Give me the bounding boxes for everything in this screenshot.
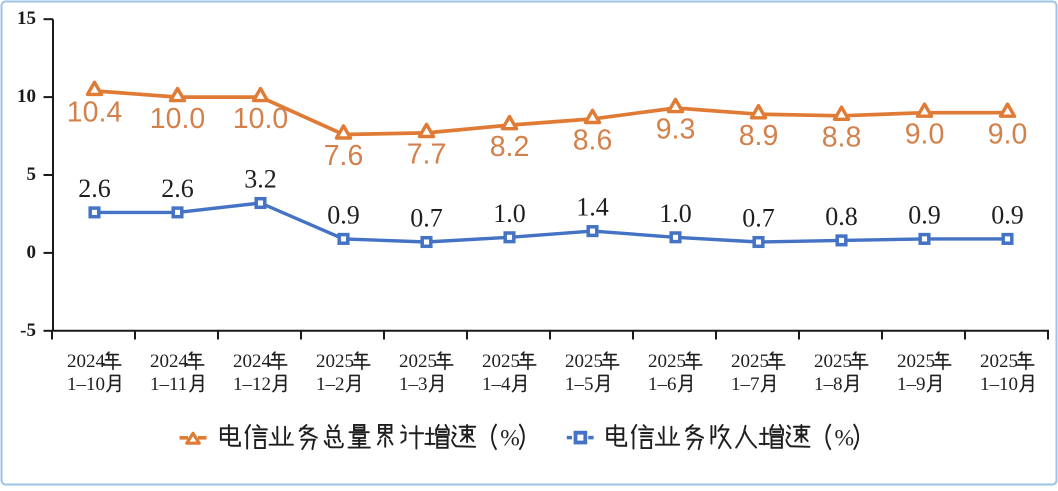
svg-text:2024: 2024 xyxy=(233,351,272,372)
svg-text:2025: 2025 xyxy=(482,351,520,372)
svg-text:1.0: 1.0 xyxy=(493,199,526,228)
svg-text:10: 10 xyxy=(17,86,36,107)
svg-text:1–3: 1–3 xyxy=(399,374,428,395)
svg-text:1–7: 1–7 xyxy=(731,374,760,395)
svg-text:7.6: 7.6 xyxy=(324,140,364,172)
svg-text:1–5: 1–5 xyxy=(565,374,594,395)
svg-text:2025: 2025 xyxy=(565,351,603,372)
svg-text:1–8: 1–8 xyxy=(814,374,843,395)
svg-text:5: 5 xyxy=(27,164,37,185)
svg-text:15: 15 xyxy=(17,8,36,29)
svg-text:1–10: 1–10 xyxy=(67,374,105,395)
svg-text:1.0: 1.0 xyxy=(659,199,692,228)
svg-text:0.9: 0.9 xyxy=(327,201,360,230)
svg-text:2025: 2025 xyxy=(731,351,769,372)
svg-text:2025: 2025 xyxy=(399,351,437,372)
svg-text:10.0: 10.0 xyxy=(233,103,288,135)
svg-text:9.0: 9.0 xyxy=(905,118,945,150)
svg-text:1–9: 1–9 xyxy=(897,374,926,395)
svg-text:8.2: 8.2 xyxy=(490,131,530,163)
svg-text:2.6: 2.6 xyxy=(161,174,194,203)
svg-text:2024: 2024 xyxy=(67,351,106,372)
svg-text:8.8: 8.8 xyxy=(822,122,862,154)
svg-text:2025: 2025 xyxy=(980,351,1018,372)
svg-text:9.0: 9.0 xyxy=(988,118,1028,150)
svg-text:1–12: 1–12 xyxy=(233,374,271,395)
svg-text:2025: 2025 xyxy=(648,351,686,372)
svg-text:2.6: 2.6 xyxy=(78,174,111,203)
svg-text:8.6: 8.6 xyxy=(573,125,613,157)
svg-text:%: % xyxy=(835,426,855,452)
svg-text:1–2: 1–2 xyxy=(316,374,345,395)
svg-text:7.7: 7.7 xyxy=(407,139,447,171)
svg-text:0: 0 xyxy=(27,242,37,263)
svg-text:0.8: 0.8 xyxy=(825,202,858,231)
svg-text:%: % xyxy=(500,426,520,452)
svg-text:2025: 2025 xyxy=(897,351,935,372)
svg-text:10.0: 10.0 xyxy=(150,103,205,135)
svg-text:0.7: 0.7 xyxy=(742,204,775,233)
svg-text:1–11: 1–11 xyxy=(150,374,187,395)
svg-text:10.4: 10.4 xyxy=(67,97,123,129)
svg-text:3.2: 3.2 xyxy=(244,165,277,194)
svg-text:8.9: 8.9 xyxy=(739,120,779,152)
svg-text:2024: 2024 xyxy=(150,351,189,372)
svg-text:0.9: 0.9 xyxy=(908,201,941,230)
svg-text:9.3: 9.3 xyxy=(656,114,696,146)
svg-text:1–10: 1–10 xyxy=(980,374,1018,395)
svg-text:1–4: 1–4 xyxy=(482,374,511,395)
svg-text:0.7: 0.7 xyxy=(410,204,443,233)
svg-text:2025: 2025 xyxy=(316,351,354,372)
svg-text:0.9: 0.9 xyxy=(991,201,1024,230)
svg-text:1.4: 1.4 xyxy=(576,193,609,222)
svg-text:1–6: 1–6 xyxy=(648,374,677,395)
svg-text:-5: -5 xyxy=(20,320,36,341)
svg-text:2025: 2025 xyxy=(814,351,852,372)
